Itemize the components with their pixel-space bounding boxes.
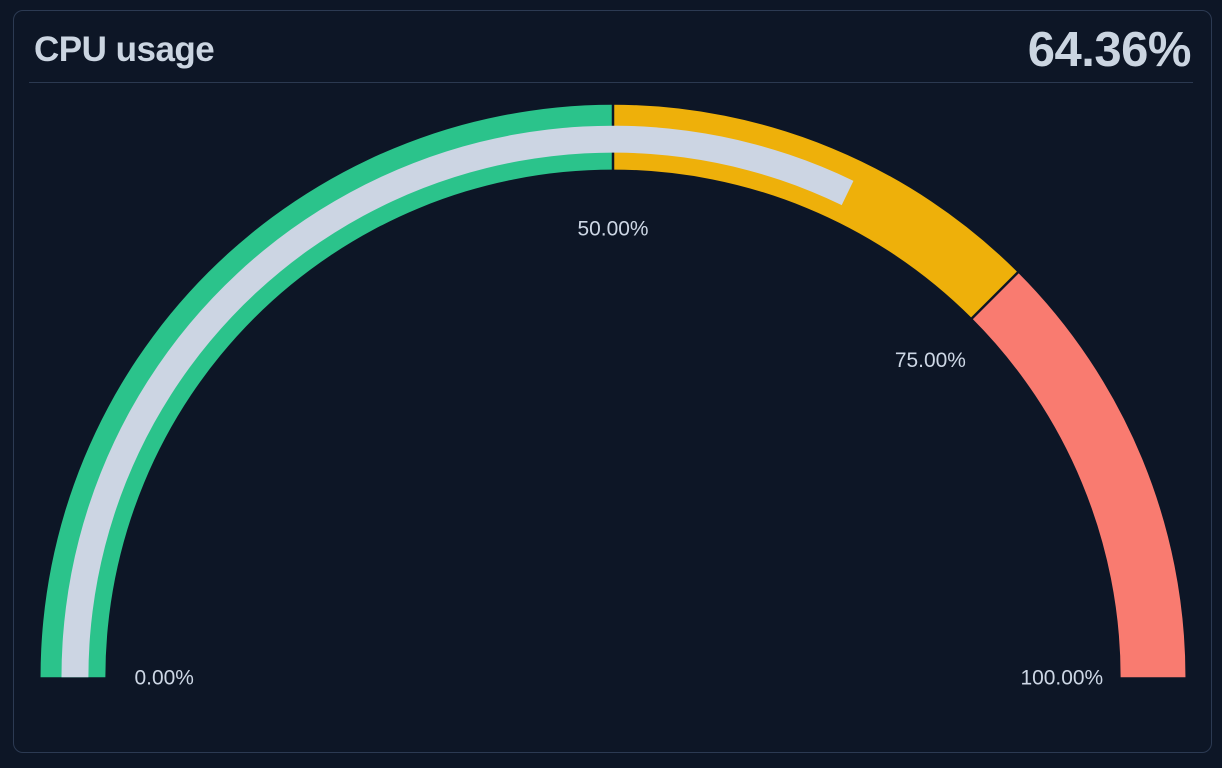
card-title: CPU usage [34, 29, 215, 69]
cpu-usage-card: CPU usage 64.36% 0.00% 50.00% 75.00% 100… [13, 10, 1212, 753]
gauge-band [40, 104, 1186, 678]
gauge-progress-arc [61, 125, 854, 678]
gauge-segment-high [971, 272, 1186, 678]
gauge-axis-label-3: 100.00% [1020, 667, 1103, 690]
gauge-axis-labels: 0.00% 50.00% 75.00% 100.00% [135, 218, 1104, 690]
header-divider [29, 82, 1193, 83]
gauge-segment-low [40, 104, 613, 678]
gauge-axis-label-2: 75.00% [895, 349, 966, 372]
gauge-segment-gap [970, 270, 1020, 320]
card-header: CPU usage 64.36% [14, 11, 1211, 82]
gauge-svg: 0.00% 50.00% 75.00% 100.00% [40, 103, 1186, 690]
gauge-current-value: 64.36% [1027, 22, 1192, 77]
gauge-axis-label-0: 0.00% [135, 667, 194, 690]
gauge-axis-label-1: 50.00% [577, 218, 648, 241]
